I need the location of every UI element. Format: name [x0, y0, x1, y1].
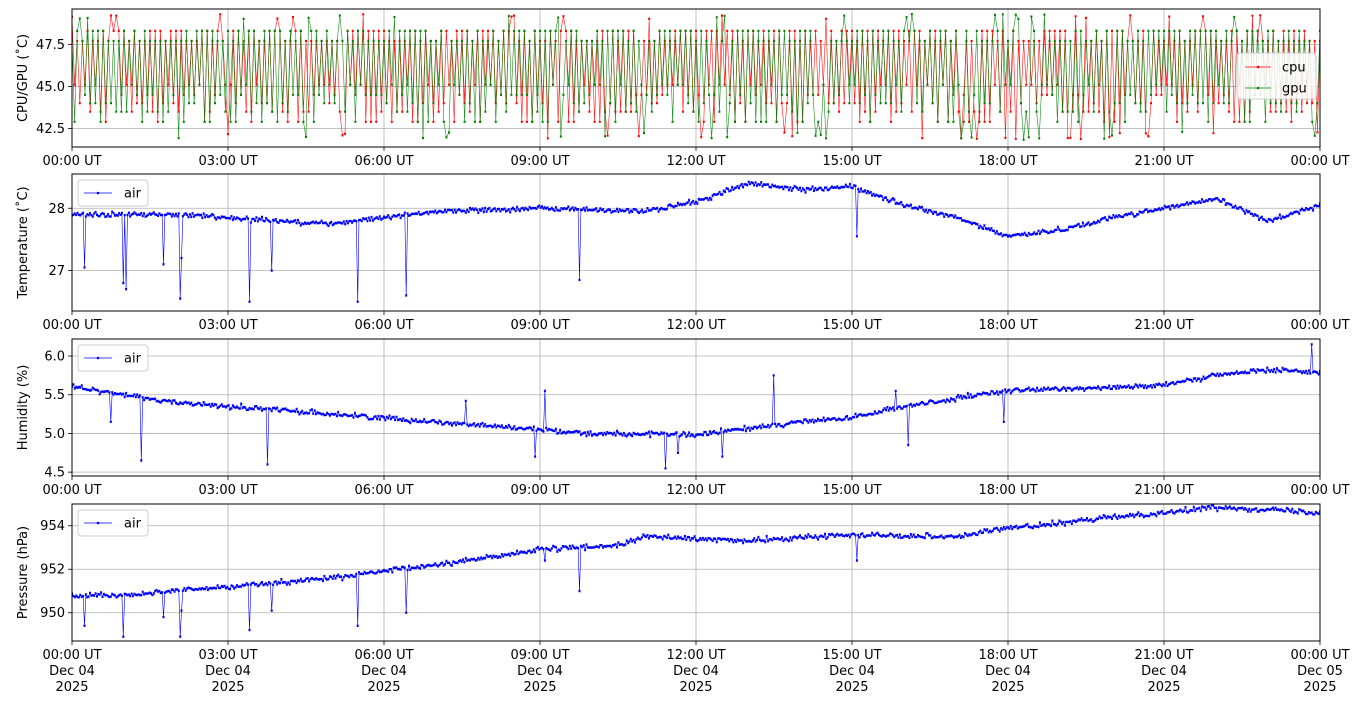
- x-tick-label: 00:00 UT: [42, 154, 101, 169]
- x-tick-label: 06:00 UT: [354, 154, 413, 169]
- legend-box: [1236, 52, 1317, 100]
- x-tick-label: 18:00 UT: [978, 318, 1037, 333]
- data-area: [72, 343, 1320, 470]
- legend-marker-cpu: [1256, 65, 1260, 69]
- x-tick-label: 2025: [1303, 680, 1336, 695]
- x-tick-label: Dec 05: [1297, 664, 1343, 679]
- x-tick-label: 12:00 UT: [666, 318, 725, 333]
- x-tick-label: 15:00 UT: [822, 318, 881, 333]
- x-tick-label: Dec 04: [985, 664, 1031, 679]
- legend-box: [77, 509, 149, 537]
- y-tick-label: 47.5: [36, 38, 65, 53]
- y-tick-label: 6.0: [44, 350, 65, 365]
- legend-marker-air: [96, 356, 100, 360]
- x-tick-label: 15:00 UT: [822, 483, 881, 498]
- y-tick-label: 45.0: [36, 80, 65, 95]
- series-markers-gpu: [72, 13, 1320, 141]
- x-tick-label: 00:00 UT: [42, 648, 101, 663]
- x-tick-label: 18:00 UT: [978, 154, 1037, 169]
- x-tick-label: 2025: [55, 680, 88, 695]
- y-tick-label: 5.5: [44, 388, 65, 403]
- x-tick-label: Dec 04: [517, 664, 563, 679]
- panel-3: 4.5 5.0 5.5 6.0 00:00 UT 03:00 UT 06:00 UT 09:0…: [16, 338, 1350, 498]
- legend-marker-air: [96, 521, 100, 525]
- x-tick-label: 00:00 UT: [1290, 318, 1349, 333]
- legend-label-air: air: [124, 352, 142, 367]
- x-tick-label: 2025: [679, 680, 712, 695]
- x-tick-label: Dec 04: [829, 664, 875, 679]
- data-area: [72, 504, 1320, 638]
- series-markers-air: [72, 504, 1320, 638]
- y-axis-label: CPU/GPU (˚C): [15, 34, 31, 122]
- y-axis-label: Pressure (hPa): [16, 526, 31, 619]
- legend-label-air: air: [124, 187, 142, 202]
- x-tick-label: Dec 04: [1141, 664, 1187, 679]
- series-markers-air: [72, 180, 1320, 303]
- x-tick-label: 00:00 UT: [1290, 483, 1349, 498]
- legend-label-cpu: cpu: [1282, 61, 1306, 76]
- x-tick-label: 09:00 UT: [510, 483, 569, 498]
- x-tick-label: 12:00 UT: [666, 483, 725, 498]
- x-tick-label: 15:00 UT: [822, 154, 881, 169]
- y-axis-label: Humidity (%): [16, 365, 31, 451]
- x-tick-label: 2025: [835, 680, 868, 695]
- legend-marker-air: [96, 191, 100, 195]
- panel-1: 42.5 45.0 47.5 00:00 UT 03:00 UT 06:00 UT 09:0…: [15, 8, 1350, 169]
- x-tick-label: 12:00 UT: [666, 154, 725, 169]
- x-tick-label: 15:00 UT: [822, 648, 881, 663]
- legend-label-gpu: gpu: [1282, 82, 1307, 97]
- x-tick-label: 21:00 UT: [1134, 154, 1193, 169]
- y-tick-label: 950: [40, 606, 65, 621]
- x-tick-label: 03:00 UT: [198, 154, 257, 169]
- x-tick-label: Dec 04: [673, 664, 719, 679]
- x-tick-label: 2025: [991, 680, 1024, 695]
- x-tick-label: Dec 04: [49, 664, 95, 679]
- panel-2: 27 28 00:00 UT 03:00 UT 06:00 UT 09:00 UT 12:0…: [15, 173, 1350, 333]
- x-tick-label: 21:00 UT: [1134, 648, 1193, 663]
- y-tick-label: 4.5: [44, 466, 65, 481]
- x-tick-label: 2025: [1147, 680, 1180, 695]
- x-tick-label: Dec 04: [361, 664, 407, 679]
- y-tick-label: 952: [40, 563, 65, 578]
- x-tick-label: 09:00 UT: [510, 154, 569, 169]
- x-tick-label: 03:00 UT: [198, 483, 257, 498]
- y-tick-label: 27: [48, 264, 65, 279]
- x-tick-label: 18:00 UT: [978, 483, 1037, 498]
- y-axis-label: Temperature (˚C): [15, 186, 31, 299]
- x-tick-label: 06:00 UT: [354, 318, 413, 333]
- legend-label-air: air: [124, 517, 142, 532]
- x-tick-label: 06:00 UT: [354, 648, 413, 663]
- legend-marker-gpu: [1256, 86, 1260, 90]
- y-tick-label: 42.5: [36, 122, 65, 137]
- x-tick-label: 00:00 UT: [42, 483, 101, 498]
- x-tick-label: 03:00 UT: [198, 318, 257, 333]
- x-tick-label: 00:00 UT: [1290, 648, 1349, 663]
- legend-box: [77, 344, 149, 372]
- data-area: [72, 180, 1320, 303]
- x-tick-label: 12:00 UT: [666, 648, 725, 663]
- y-tick-label: 5.0: [44, 427, 65, 442]
- x-tick-label: 09:00 UT: [510, 318, 569, 333]
- x-tick-label: 00:00 UT: [1290, 154, 1349, 169]
- x-tick-label: 2025: [367, 680, 400, 695]
- x-tick-label: 06:00 UT: [354, 483, 413, 498]
- x-tick-label: 18:00 UT: [978, 648, 1037, 663]
- x-tick-label: Dec 04: [205, 664, 251, 679]
- x-tick-label: 03:00 UT: [198, 648, 257, 663]
- data-area: [72, 13, 1320, 141]
- x-tick-label: 21:00 UT: [1134, 318, 1193, 333]
- x-tick-label: 2025: [211, 680, 244, 695]
- y-tick-label: 954: [40, 519, 65, 534]
- legend-box: [77, 179, 149, 207]
- x-tick-label: 00:00 UT: [42, 318, 101, 333]
- x-tick-label: 21:00 UT: [1134, 483, 1193, 498]
- y-tick-label: 28: [48, 202, 65, 217]
- x-tick-label: 09:00 UT: [510, 648, 569, 663]
- x-tick-label: 2025: [523, 680, 556, 695]
- series-markers-air: [72, 343, 1320, 470]
